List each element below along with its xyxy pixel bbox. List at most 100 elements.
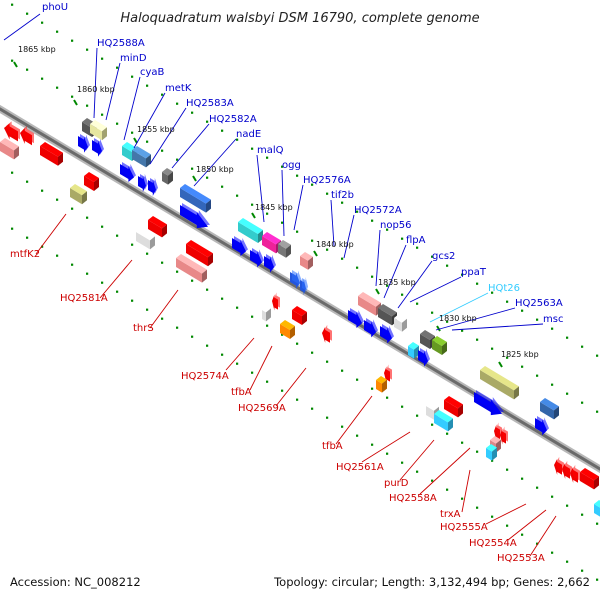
gene-arrow <box>232 236 248 257</box>
track-dot <box>536 542 539 545</box>
tick-mark <box>73 99 78 106</box>
gene-label[interactable]: flpA <box>406 235 426 246</box>
track-dot <box>131 75 134 78</box>
track-dot <box>356 266 359 269</box>
track-dot <box>116 66 119 69</box>
track-dot <box>491 291 494 294</box>
track-dot <box>296 174 299 177</box>
gene-label[interactable]: nop56 <box>380 220 412 231</box>
tick-label: 1840 kbp <box>316 240 354 249</box>
track-dot <box>176 326 179 329</box>
gene-label[interactable]: tfbA <box>322 441 343 452</box>
gene-label[interactable]: HQ2582A <box>209 114 257 125</box>
genome-summary-text: Topology: circular; Length: 3,132,494 bp… <box>273 575 590 589</box>
leader-line <box>361 431 411 463</box>
gene-arrow <box>148 177 158 196</box>
gene-label[interactable]: cyaB <box>140 67 165 78</box>
track-dot <box>191 279 194 282</box>
leader-line <box>461 469 471 513</box>
track-dot <box>491 459 494 462</box>
gene-label[interactable]: tif2b <box>331 190 354 201</box>
gene-label[interactable]: HQ2558A <box>389 493 437 504</box>
gene-block <box>70 184 87 205</box>
gene-block <box>40 142 63 166</box>
gene-label[interactable]: tfbA <box>231 387 252 398</box>
gene-label[interactable]: msc <box>543 314 563 325</box>
tick-mark <box>375 288 380 295</box>
track-dot <box>566 504 569 507</box>
gene-label[interactable]: HQ2583A <box>186 98 234 109</box>
gene-arrow <box>120 162 136 183</box>
gene-block <box>486 444 497 461</box>
track-dot <box>11 171 14 174</box>
track-dot <box>431 423 434 426</box>
track-dot <box>206 288 209 291</box>
gene-label[interactable]: HQ2563A <box>515 298 563 309</box>
gene-block <box>136 228 155 250</box>
track-dot <box>266 324 269 327</box>
gene-label[interactable]: HQ2576A <box>303 175 351 186</box>
gene-arrow <box>380 324 394 344</box>
gene-label[interactable]: metK <box>165 83 192 94</box>
gene-label[interactable]: HQ2581A <box>60 293 108 304</box>
track-dot <box>41 77 44 80</box>
track-dot <box>131 299 134 302</box>
gene-block <box>180 184 211 213</box>
track-dot <box>161 93 164 96</box>
gene-label[interactable]: HQ2555A <box>440 522 488 533</box>
gene-label[interactable]: malQ <box>257 145 284 156</box>
gene-label[interactable]: thrS <box>133 323 154 334</box>
forward-gene-labels: phoU HQ2588A minD cyaB metK HQ2583A HQ25… <box>42 2 563 325</box>
gene-label[interactable]: HQ2561A <box>336 462 384 473</box>
track-dot <box>446 264 449 267</box>
gene-label[interactable]: HQ2574A <box>181 371 229 382</box>
track-dot <box>56 254 59 257</box>
gene-label-rna[interactable]: HQt26 <box>488 283 520 294</box>
gene-block <box>394 314 407 332</box>
track-dot <box>386 452 389 455</box>
track-dot <box>281 333 284 336</box>
gene-label[interactable]: ogg <box>282 160 301 171</box>
gene-label[interactable]: ppaT <box>461 267 487 278</box>
gene-label[interactable]: purD <box>384 478 409 489</box>
tick-label: 1825 kbp <box>501 350 539 359</box>
track-dot <box>86 216 89 219</box>
gene-label[interactable]: minD <box>120 53 147 64</box>
gene-arrow <box>300 277 308 296</box>
leader-line <box>171 123 210 169</box>
reverse-gene-labels: mtfK2 HQ2581A thrS HQ2574A tfbA HQ2569A … <box>10 249 545 564</box>
track-dot <box>146 140 149 143</box>
gene-arrow <box>562 460 572 479</box>
gene-label[interactable]: mtfK2 <box>10 249 40 260</box>
tick-label: 1865 kbp <box>18 45 56 54</box>
gene-label[interactable]: nadE <box>236 129 261 140</box>
gene-label[interactable]: HQ2588A <box>97 38 145 49</box>
track-dot <box>431 311 434 314</box>
gene-label[interactable]: HQ2553A <box>497 553 545 564</box>
kbp-tick-labels: 1865 kbp 1860 kbp 1855 kbp 1850 kbp 1845… <box>18 45 539 359</box>
leader-line <box>249 345 273 391</box>
track-dot <box>536 374 539 377</box>
gene-label[interactable]: HQ2554A <box>469 538 517 549</box>
track-dot <box>371 443 374 446</box>
gene-label[interactable]: gcs2 <box>432 251 455 262</box>
track-dot <box>566 336 569 339</box>
track-dot <box>56 86 59 89</box>
gene-label[interactable]: phoU <box>42 2 68 13</box>
gene-block <box>292 306 307 325</box>
gene-block <box>358 292 381 316</box>
gene-block <box>580 468 599 490</box>
tick-mark <box>498 361 503 368</box>
gene-arrow <box>92 138 104 157</box>
track-dot <box>311 239 314 242</box>
track-dot <box>191 167 194 170</box>
gene-block <box>132 146 151 168</box>
track-dot <box>146 252 149 255</box>
gene-label[interactable]: trxA <box>440 509 461 520</box>
gene-label[interactable]: HQ2569A <box>238 403 286 414</box>
tick-mark <box>313 250 318 257</box>
track-dot <box>146 308 149 311</box>
gene-label[interactable]: HQ2572A <box>354 205 402 216</box>
track-dot <box>356 210 359 213</box>
